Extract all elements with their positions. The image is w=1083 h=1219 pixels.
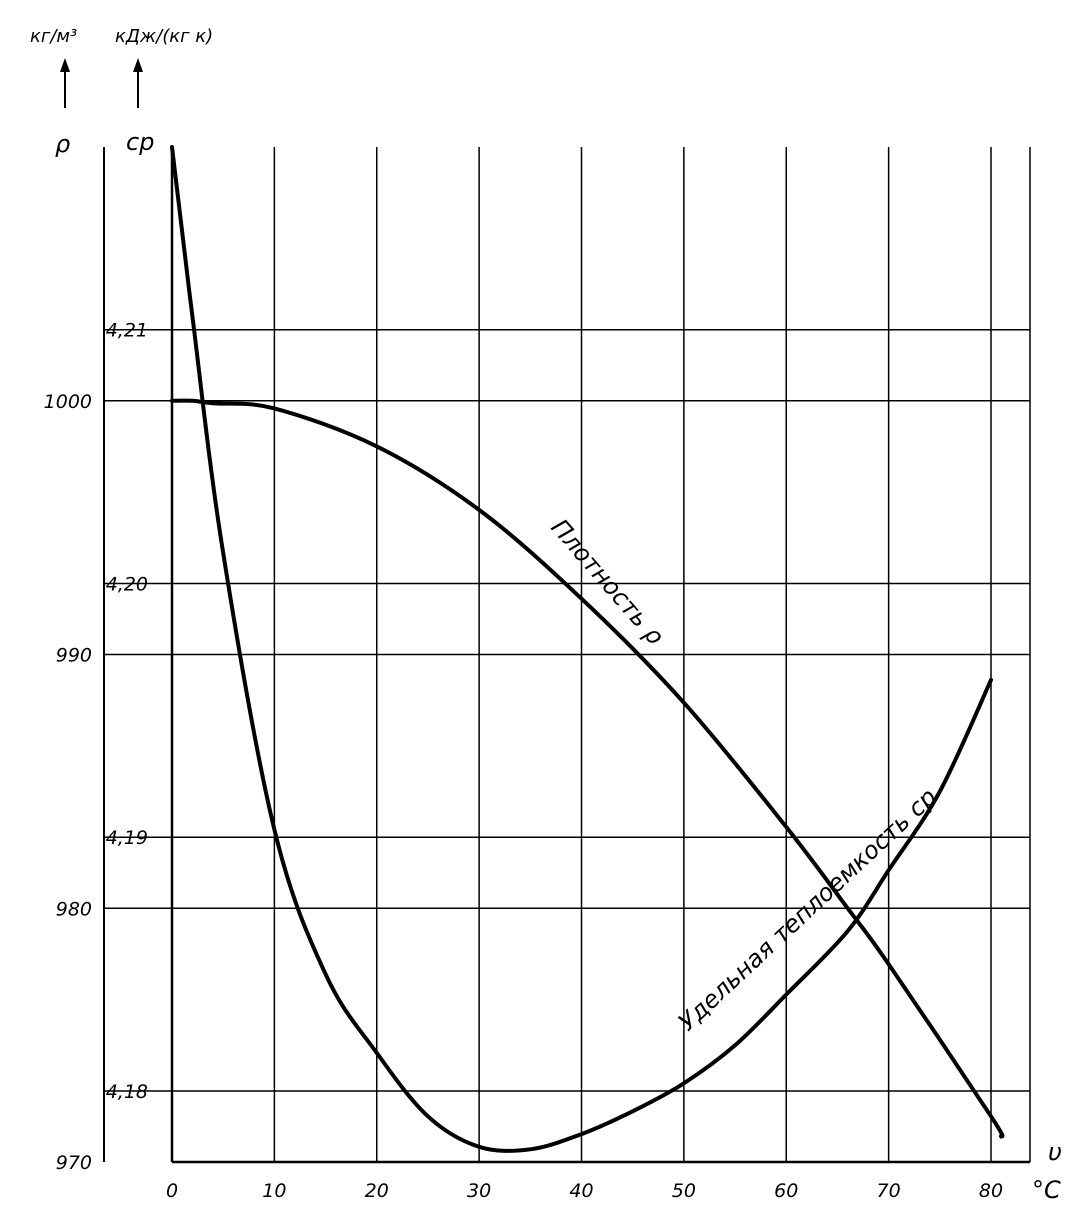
rho-tick-label: 980 (56, 898, 92, 920)
cp-unit-label: кДж/(кг к) (115, 26, 213, 47)
cp-curve (170, 145, 993, 1153)
x-tick-label: 20 (365, 1180, 389, 1202)
tick-labels: 0 10 20 30 40 50 60 70 80 970 980 990 1000 4,18 4,19 4,… (44, 320, 1003, 1202)
rho-arrow (60, 58, 70, 108)
x-tick-label: 70 (877, 1180, 901, 1202)
x-tick-label: 0 (166, 1180, 178, 1202)
cp-tick-label: 4,18 (106, 1081, 148, 1103)
x-axis-unit: °C (1032, 1176, 1061, 1204)
cp-tick-label: 4,20 (106, 573, 148, 595)
rho-tick-label: 1000 (44, 391, 92, 413)
rho-unit-label: кг/м³ (30, 26, 77, 47)
x-tick-label: 60 (774, 1180, 798, 1202)
cp-arrow (133, 58, 143, 108)
cp-tick-label: 4,21 (106, 320, 148, 342)
density-curve (170, 398, 1005, 1139)
x-axis-symbol: υ (1048, 1138, 1062, 1166)
x-tick-label: 10 (262, 1180, 286, 1202)
grid (103, 147, 1031, 1164)
x-tick-label: 30 (467, 1180, 491, 1202)
rho-tick-label: 990 (56, 645, 92, 667)
x-tick-label: 50 (672, 1180, 696, 1202)
cp-axis-symbol: cp (126, 128, 154, 156)
rho-axis-symbol: ρ (55, 130, 70, 158)
x-tick-label: 80 (979, 1180, 1003, 1202)
cp-tick-label: 4,19 (106, 827, 148, 849)
cp-curve-label: Удельная теплоемкость cp (673, 783, 942, 1037)
rho-tick-label: 970 (56, 1152, 92, 1174)
x-tick-label: 40 (569, 1180, 593, 1202)
curves (170, 145, 1005, 1153)
